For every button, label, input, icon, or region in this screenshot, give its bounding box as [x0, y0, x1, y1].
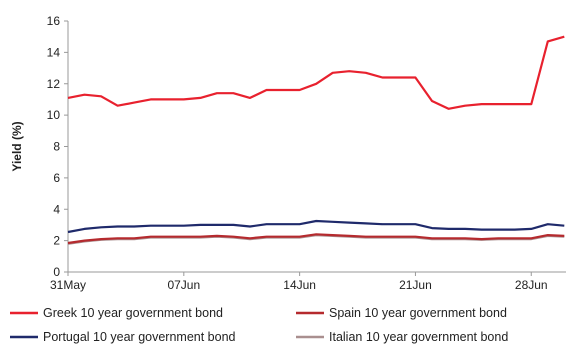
x-tick-label: 31May [50, 278, 86, 292]
y-ticks: 0 2 4 6 8 10 12 14 16 [47, 14, 68, 279]
y-tick-label: 6 [53, 171, 60, 185]
legend: Greek 10 year government bond Spain 10 ye… [10, 306, 508, 344]
legend-label: Greek 10 year government bond [43, 306, 223, 320]
legend-label: Italian 10 year government bond [329, 330, 508, 344]
series-line-2 [67, 233, 565, 245]
y-tick-label: 14 [47, 45, 61, 59]
legend-label: Portugal 10 year government bond [43, 330, 236, 344]
x-ticks: 31May 07Jun 14Jun 21Jun 28Jun [50, 272, 548, 292]
y-tick-label: 10 [47, 108, 61, 122]
y-tick-label: 4 [53, 202, 60, 216]
series-line-3 [67, 219, 565, 234]
series-lines [67, 35, 565, 245]
y-axis-title: Yield (%) [10, 121, 24, 171]
x-tick-label: 21Jun [399, 278, 432, 292]
legend-item: Greek 10 year government bond [10, 306, 223, 320]
y-tick-label: 16 [47, 14, 61, 28]
x-axis: 31May 07Jun 14Jun 21Jun 28Jun [50, 271, 566, 292]
x-tick-label: 28Jun [515, 278, 548, 292]
legend-item: Italian 10 year government bond [296, 330, 508, 344]
y-tick-label: 12 [47, 77, 61, 91]
x-tick-label: 07Jun [167, 278, 200, 292]
y-tick-label: 2 [53, 234, 60, 248]
legend-label: Spain 10 year government bond [329, 306, 507, 320]
x-tick-label: 14Jun [283, 278, 316, 292]
y-tick-label: 0 [53, 265, 60, 279]
legend-item: Portugal 10 year government bond [10, 330, 236, 344]
legend-item: Spain 10 year government bond [296, 306, 507, 320]
y-axis: 0 2 4 6 8 10 12 14 16 [47, 14, 69, 279]
y-tick-label: 8 [53, 140, 60, 154]
series-line-1 [67, 35, 565, 110]
